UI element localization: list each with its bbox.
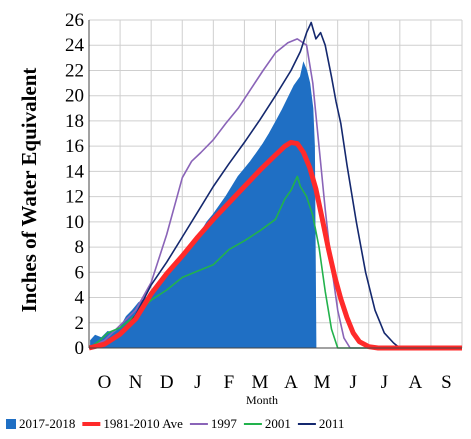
y-tick-label: 26 [65, 10, 84, 31]
x-tick-label: J [194, 372, 201, 393]
series-layer [88, 21, 462, 351]
x-axis-title: Month [246, 393, 278, 407]
x-tick-label: N [129, 372, 143, 393]
x-tick-label: M [314, 372, 331, 393]
x-tick-label: J [381, 372, 388, 393]
legend-item: 2017-2018 [6, 416, 75, 431]
y-tick-label: 12 [65, 187, 84, 208]
x-tick-label: A [284, 372, 298, 393]
series-area-2017-2018 [90, 61, 317, 349]
legend-label: 2017-2018 [19, 416, 75, 431]
y-axis-title: Inches of Water Equivalent [17, 68, 41, 313]
x-tick-label: S [441, 372, 452, 393]
legend-label: 2001 [265, 416, 291, 431]
y-tick-label: 10 [65, 212, 84, 233]
x-tick-label: F [224, 372, 235, 393]
y-tick-label: 8 [75, 237, 85, 258]
y-tick-label: 24 [65, 35, 85, 56]
x-tick-label: D [160, 372, 174, 393]
y-tick-label: 6 [75, 262, 85, 283]
series-line-2011 [88, 21, 462, 349]
y-tick-label: 16 [65, 136, 84, 157]
legend-label: 2011 [319, 416, 345, 431]
legend-item: 1997 [189, 416, 238, 431]
y-tick-label: 14 [65, 161, 85, 182]
legend-swatch [6, 419, 16, 429]
legend-item: 1981-2010 Ave [82, 416, 183, 431]
legend-label: 1981-2010 Ave [103, 416, 183, 431]
y-tick-label: 20 [65, 86, 84, 107]
legend-item: 2011 [297, 416, 345, 431]
legend: 2017-2018 1981-2010 Ave 1997 2001 2011 [6, 416, 344, 431]
legend-label: 1997 [211, 416, 238, 431]
y-tick-label: 2 [75, 313, 85, 334]
legend-item: 2001 [243, 416, 291, 431]
axes [88, 20, 462, 349]
x-tick-label: M [252, 372, 269, 393]
series-line-1981-2010-ave [88, 139, 462, 351]
y-tick-label: 18 [65, 111, 84, 132]
y-tick-label: 22 [65, 60, 84, 81]
y-tick-label: 4 [75, 288, 85, 309]
x-tick-label: J [350, 372, 357, 393]
x-tick-label: A [409, 372, 423, 393]
x-tick-label: O [98, 372, 112, 393]
y-tick-label: 0 [75, 338, 85, 359]
